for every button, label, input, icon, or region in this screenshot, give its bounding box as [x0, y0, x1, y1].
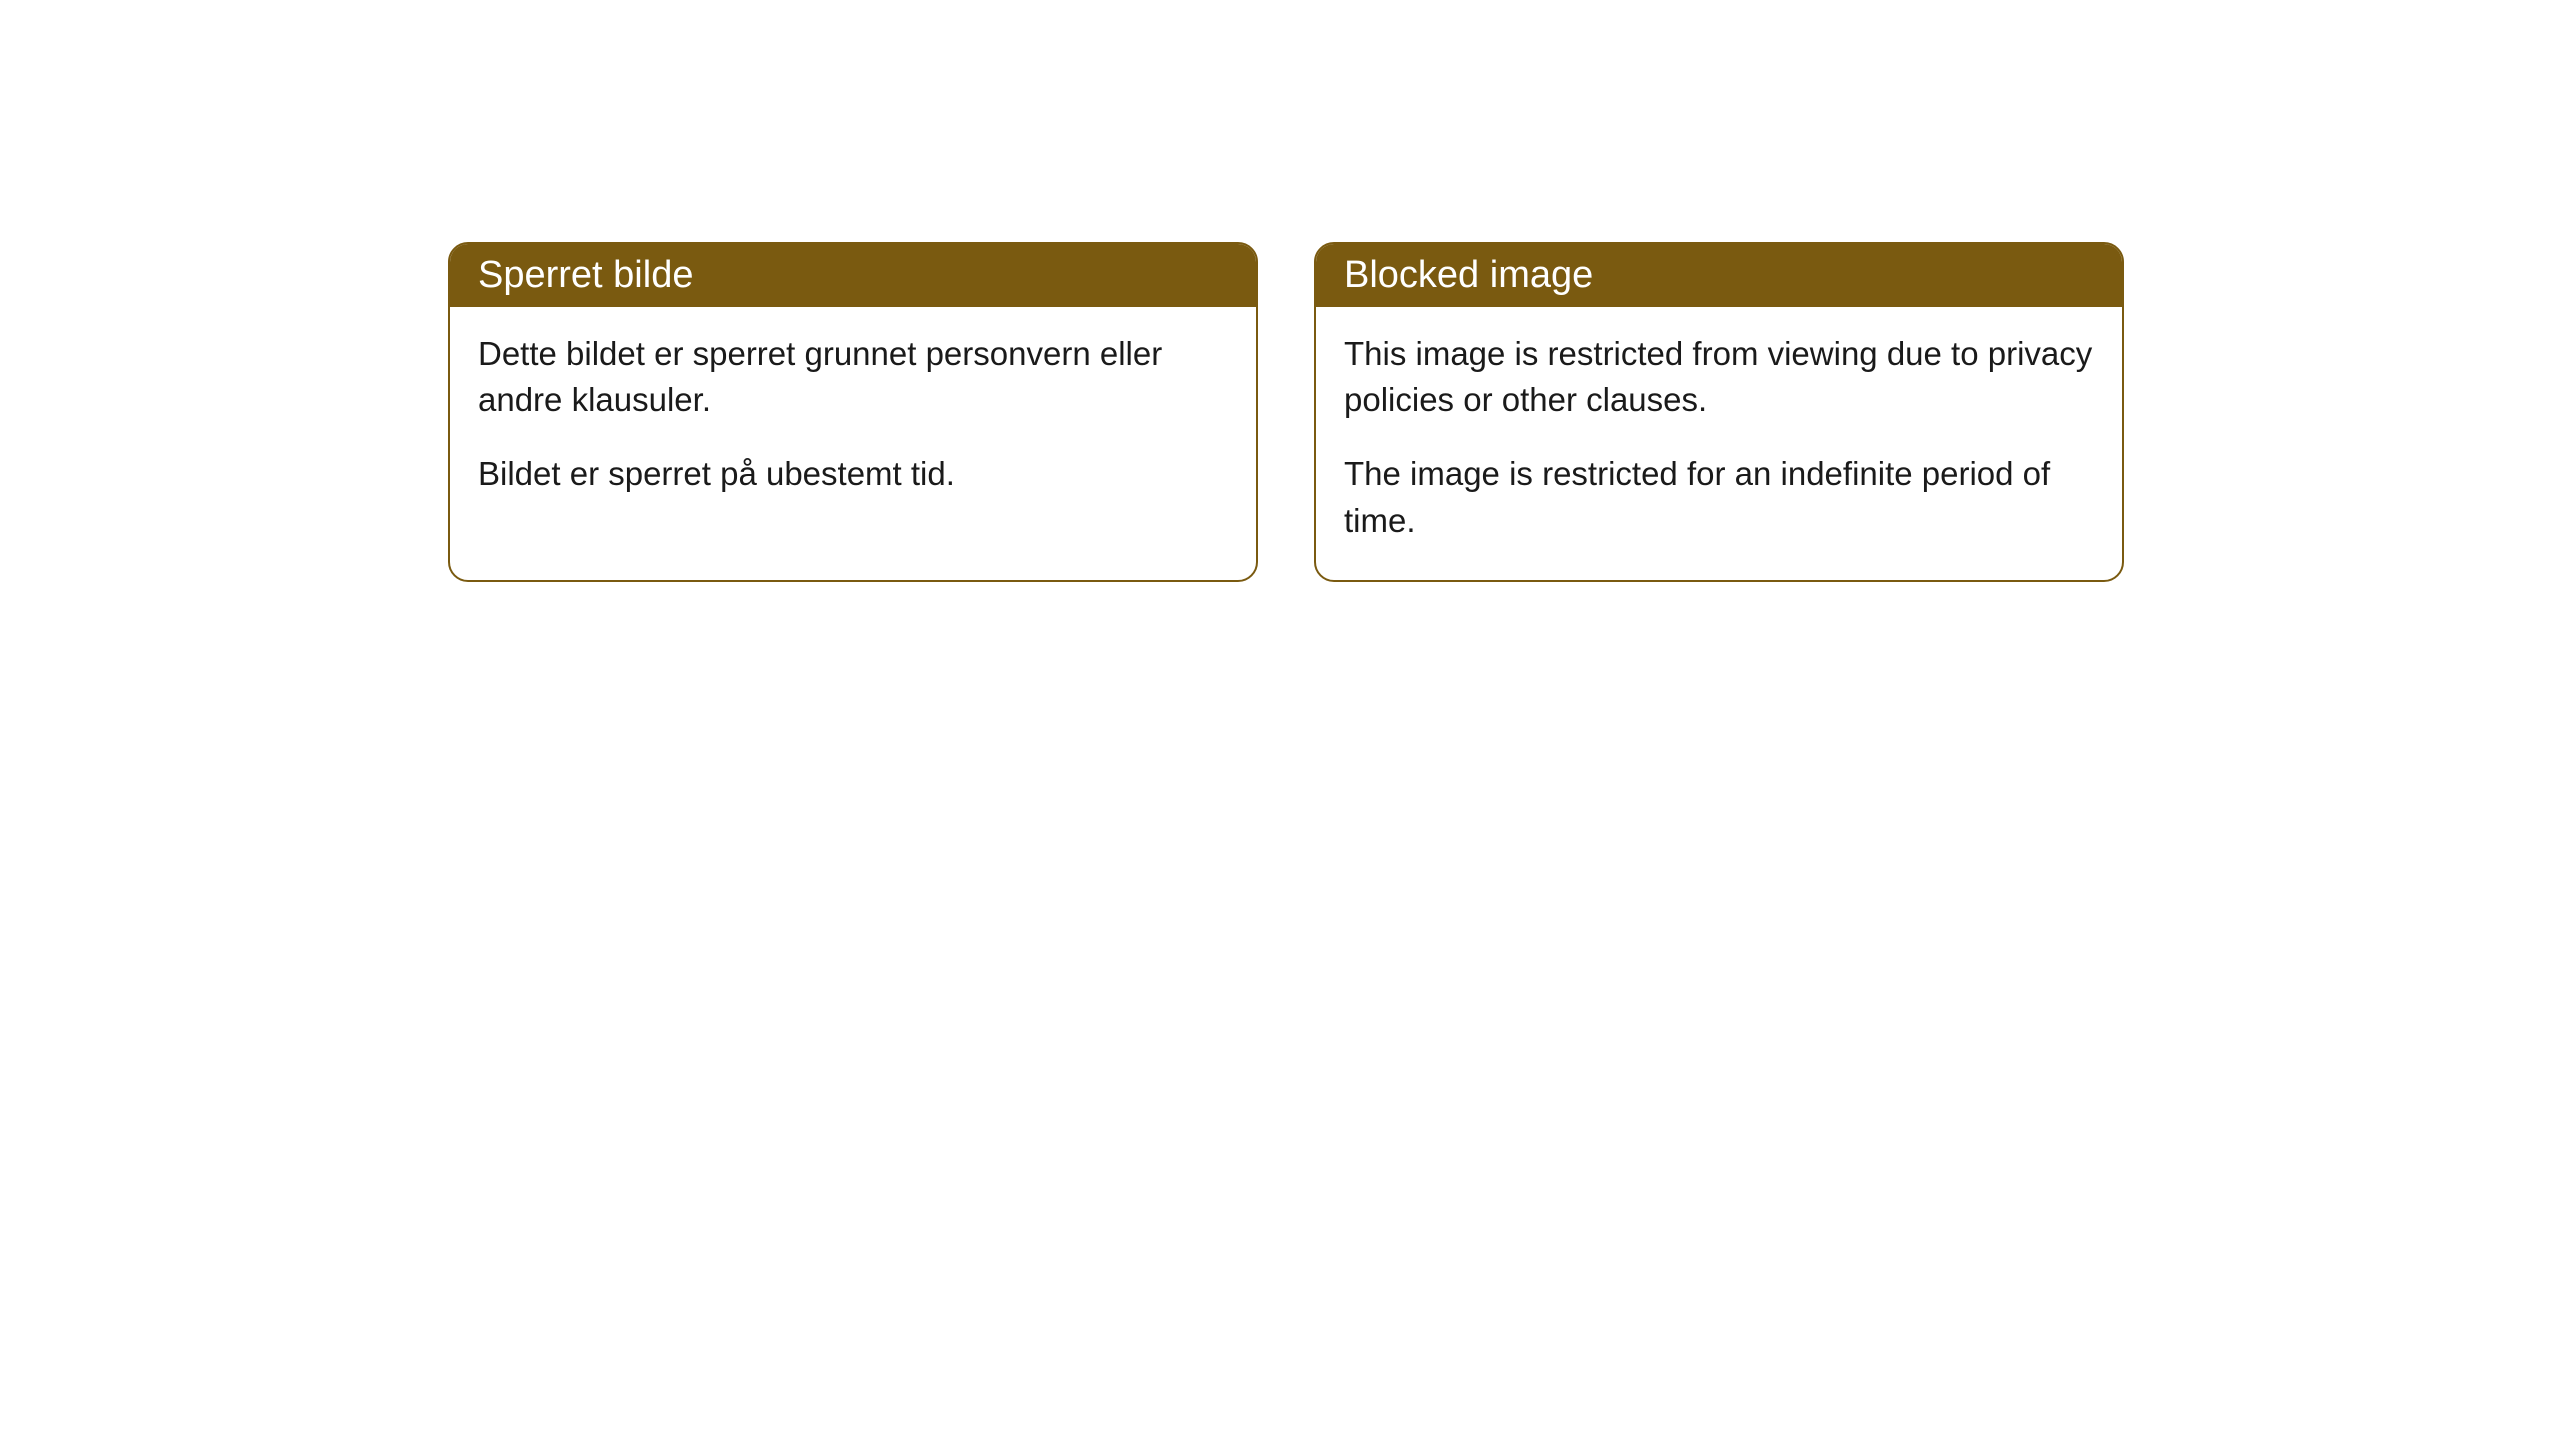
card-paragraph: This image is restricted from viewing du… — [1344, 331, 2094, 423]
card-title: Sperret bilde — [478, 254, 693, 296]
card-title: Blocked image — [1344, 254, 1593, 296]
notice-card-norwegian: Sperret bilde Dette bildet er sperret gr… — [448, 242, 1258, 582]
notice-cards-container: Sperret bilde Dette bildet er sperret gr… — [448, 242, 2124, 582]
card-header: Sperret bilde — [450, 244, 1256, 307]
notice-card-english: Blocked image This image is restricted f… — [1314, 242, 2124, 582]
card-header: Blocked image — [1316, 244, 2122, 307]
card-body: Dette bildet er sperret grunnet personve… — [450, 307, 1256, 534]
card-paragraph: Bildet er sperret på ubestemt tid. — [478, 451, 1228, 497]
card-paragraph: Dette bildet er sperret grunnet personve… — [478, 331, 1228, 423]
card-paragraph: The image is restricted for an indefinit… — [1344, 451, 2094, 543]
card-body: This image is restricted from viewing du… — [1316, 307, 2122, 580]
